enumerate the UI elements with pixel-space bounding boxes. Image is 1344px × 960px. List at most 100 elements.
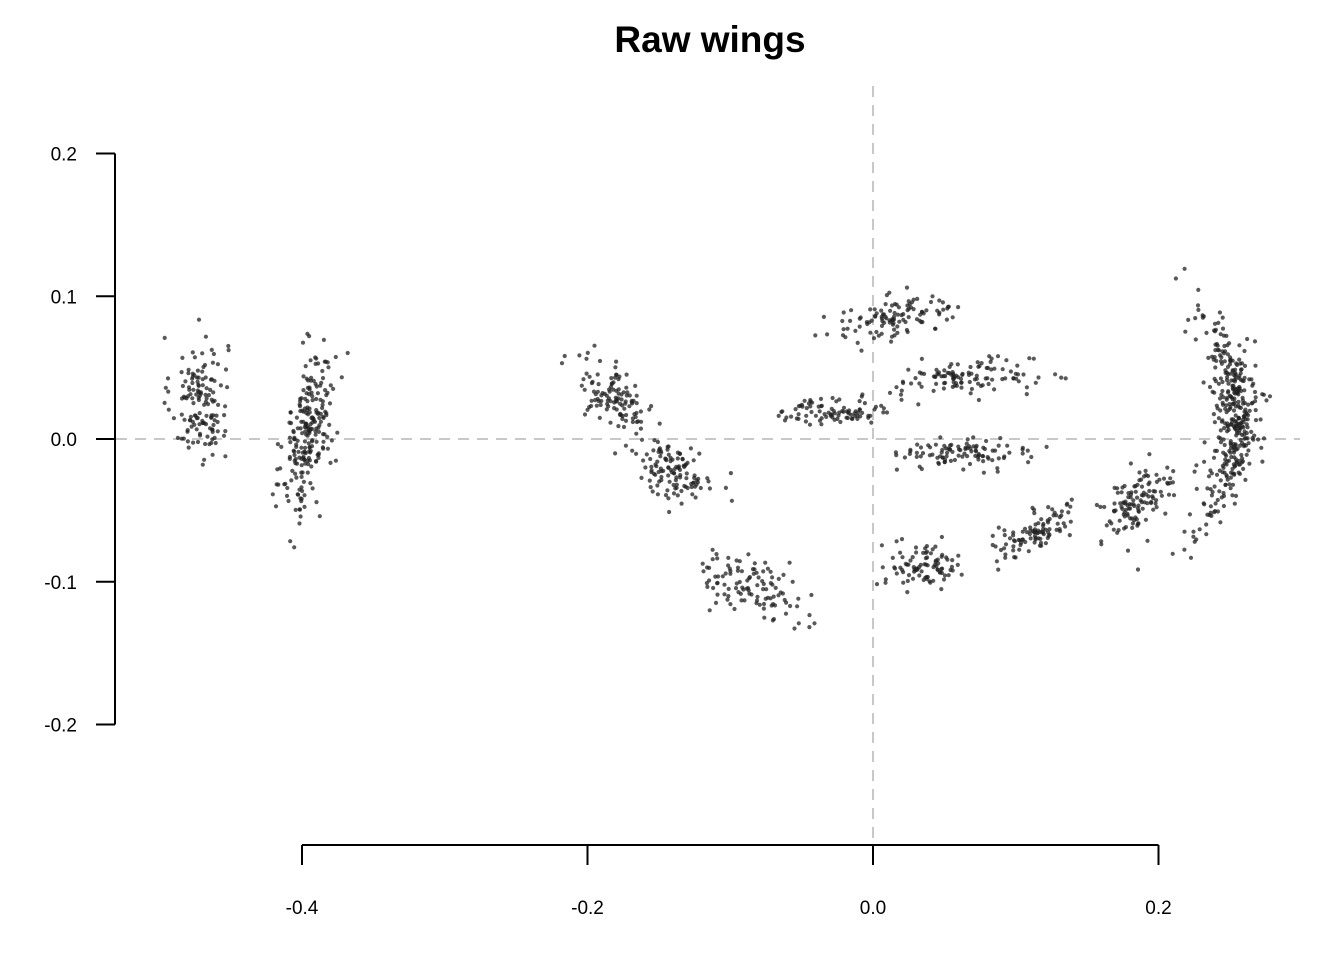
data-point: [624, 385, 629, 390]
data-point: [1223, 368, 1228, 373]
data-point: [737, 559, 742, 564]
data-point: [1239, 460, 1245, 465]
data-point: [194, 416, 199, 421]
data-point: [198, 391, 203, 396]
data-point: [614, 359, 619, 364]
data-point: [722, 582, 727, 587]
data-point: [894, 385, 899, 390]
data-point: [914, 450, 920, 455]
data-point: [293, 507, 298, 512]
data-point: [303, 396, 308, 401]
data-point: [179, 436, 184, 441]
data-point: [1136, 521, 1141, 526]
data-point: [919, 384, 924, 389]
data-point: [715, 580, 720, 586]
data-point: [290, 468, 295, 473]
data-point: [657, 479, 662, 484]
point-cluster: [813, 285, 961, 353]
data-point: [302, 424, 307, 430]
data-point: [1206, 355, 1211, 360]
data-point: [880, 565, 885, 570]
data-point: [975, 360, 980, 365]
data-point: [990, 458, 995, 463]
data-point: [1027, 356, 1032, 361]
data-point: [895, 330, 900, 335]
data-point: [874, 582, 880, 587]
data-point: [190, 380, 195, 386]
data-point: [1011, 530, 1016, 535]
data-point: [166, 389, 171, 394]
data-point: [1226, 408, 1231, 413]
data-point: [1246, 402, 1251, 407]
data-point: [621, 390, 626, 395]
data-point: [1036, 375, 1041, 380]
data-point: [697, 451, 702, 456]
data-point: [935, 308, 940, 313]
data-point: [790, 579, 795, 584]
data-point: [1240, 456, 1245, 461]
data-point: [301, 388, 306, 393]
data-point: [322, 432, 327, 437]
data-point: [1240, 395, 1245, 400]
data-point: [594, 403, 599, 408]
data-point: [215, 362, 220, 367]
data-point: [316, 429, 321, 434]
data-point: [944, 555, 949, 560]
data-point: [1186, 317, 1191, 322]
data-point: [1253, 363, 1258, 368]
data-point: [881, 410, 886, 415]
data-point: [1123, 525, 1128, 530]
data-point: [846, 411, 851, 416]
data-point: [1232, 501, 1237, 506]
data-point: [293, 456, 298, 462]
data-point: [1249, 377, 1254, 382]
data-point: [947, 447, 952, 452]
data-point: [1041, 521, 1046, 527]
data-point: [665, 488, 670, 493]
data-point: [654, 464, 659, 469]
data-point: [761, 601, 767, 607]
data-point: [674, 482, 679, 487]
data-point: [604, 407, 609, 412]
data-point: [1039, 517, 1044, 522]
data-point: [1146, 482, 1151, 487]
data-point: [273, 504, 279, 509]
data-point: [866, 413, 871, 418]
data-point: [1222, 442, 1227, 448]
data-point: [923, 546, 928, 551]
data-point: [1238, 377, 1243, 382]
data-point: [653, 472, 658, 477]
data-point: [203, 392, 208, 397]
data-point: [307, 410, 312, 415]
data-point: [1208, 468, 1213, 473]
data-point: [307, 392, 312, 397]
data-point: [671, 491, 677, 496]
data-point: [1057, 529, 1063, 534]
data-point: [303, 429, 308, 434]
data-point: [1028, 528, 1033, 533]
data-point: [190, 396, 195, 401]
data-point: [204, 413, 209, 418]
data-point: [796, 621, 801, 626]
data-point: [1133, 515, 1138, 520]
data-point: [287, 435, 292, 440]
data-point: [996, 525, 1001, 530]
data-point: [203, 334, 208, 339]
data-point: [1099, 539, 1104, 544]
data-point: [1099, 542, 1104, 547]
data-point: [297, 402, 302, 407]
data-point: [676, 464, 682, 469]
data-point: [914, 454, 919, 459]
data-point: [1234, 433, 1239, 438]
data-point: [690, 492, 695, 497]
data-point: [919, 466, 924, 472]
data-point: [967, 379, 972, 385]
data-point: [1252, 389, 1258, 395]
data-point: [977, 363, 982, 369]
data-point: [951, 371, 956, 376]
data-point: [311, 378, 316, 383]
data-point: [1032, 510, 1037, 516]
data-point: [917, 573, 922, 578]
data-point: [616, 391, 621, 396]
data-point: [1163, 511, 1168, 516]
